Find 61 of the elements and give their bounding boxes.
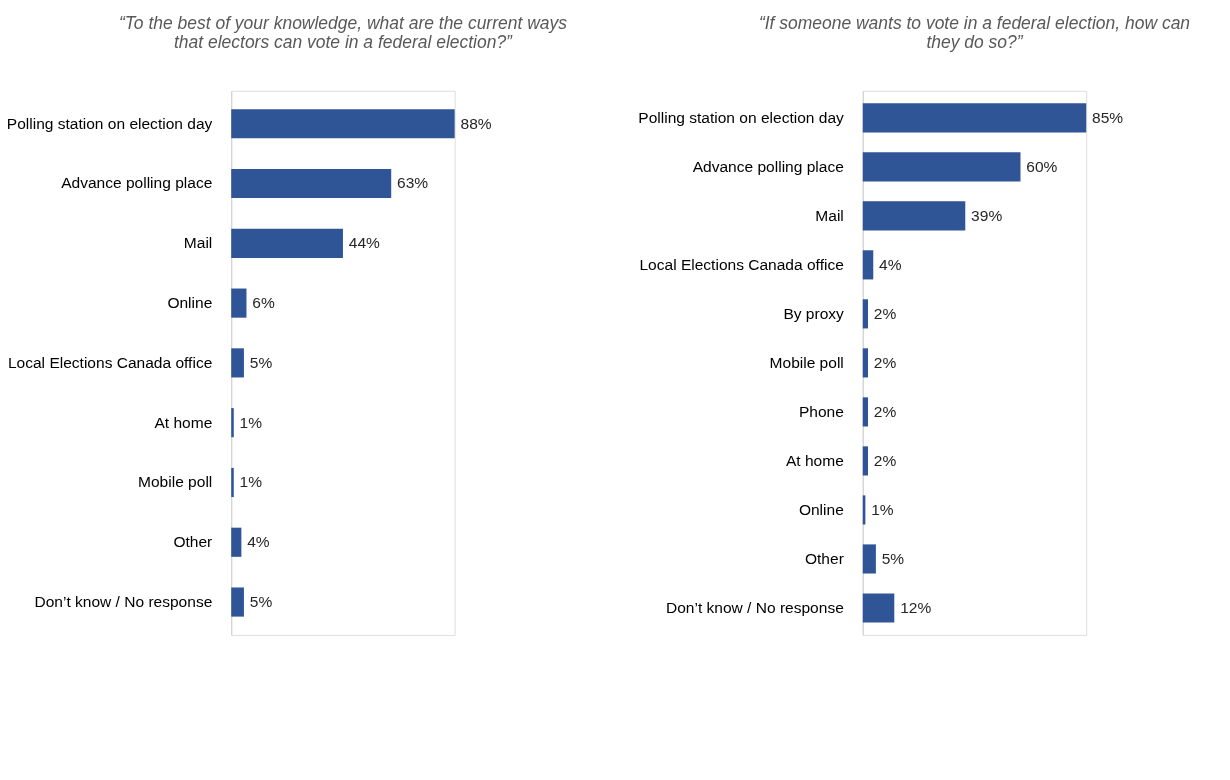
y-tick-label: Mail — [815, 206, 844, 224]
data-label: 63% — [397, 174, 429, 192]
data-label: 4% — [247, 533, 270, 551]
y-tick-label: Online — [798, 500, 844, 518]
data-label: 2% — [873, 451, 897, 469]
data-label: 1% — [239, 473, 263, 491]
y-tick-label: Other — [804, 549, 844, 567]
data-label: 88% — [460, 114, 492, 132]
data-label: 12% — [900, 598, 932, 616]
y-tick-label: Don’t know / No response — [665, 598, 844, 616]
bar — [862, 201, 966, 231]
data-label: 39% — [971, 206, 1003, 224]
bar — [231, 168, 392, 199]
bar — [862, 152, 1021, 182]
y-tick-label: Local Elections Canada office — [639, 255, 844, 273]
data-label: 5% — [249, 353, 273, 371]
y-tick-label: Mail — [183, 234, 213, 252]
bar — [231, 527, 242, 557]
y-tick-label: At home — [154, 413, 213, 431]
bar — [231, 467, 234, 498]
bar — [231, 587, 244, 617]
y-tick-label: Mobile poll — [138, 473, 213, 491]
bar — [862, 250, 874, 280]
bar — [231, 408, 234, 438]
bar — [862, 348, 869, 378]
y-tick-label: By proxy — [783, 304, 845, 322]
bar — [862, 299, 869, 329]
y-tick-label: Mobile poll — [769, 353, 844, 371]
data-label: 44% — [348, 234, 381, 252]
data-label: 4% — [879, 255, 902, 273]
bar — [231, 109, 455, 139]
y-tick-label: At home — [785, 451, 844, 469]
bar — [862, 103, 1087, 133]
data-label: 85% — [1092, 108, 1124, 126]
bar — [231, 348, 244, 378]
bar — [862, 397, 869, 427]
chart-title: “To the best of your knowledge, what are the current ways that electors can vote in a federal election?” — [118, 12, 568, 53]
data-label: 5% — [881, 549, 905, 567]
y-tick-label: Online — [167, 293, 213, 311]
bar — [862, 446, 869, 476]
chart-title: “If someone wants to vote in a federal election, how can they do so?” — [758, 12, 1191, 53]
y-tick-label: Other — [173, 533, 213, 551]
y-tick-label: Polling station on election day — [6, 114, 213, 132]
data-label: 2% — [873, 304, 897, 322]
bar — [231, 228, 343, 258]
y-tick-label: Polling station on election day — [638, 108, 845, 126]
data-label: 60% — [1026, 157, 1058, 175]
y-tick-label: Advance polling place — [61, 174, 213, 192]
y-tick-label: Advance polling place — [692, 157, 844, 175]
bar — [862, 544, 876, 574]
y-tick-label: Phone — [798, 402, 844, 420]
data-label: 1% — [239, 413, 263, 431]
data-label: 1% — [871, 500, 894, 518]
data-label: 5% — [249, 592, 273, 610]
data-label: 6% — [252, 293, 275, 311]
bar — [231, 288, 247, 318]
data-label: 2% — [873, 402, 897, 420]
y-tick-label: Local Elections Canada office — [7, 353, 213, 371]
y-tick-label: Don’t know / No response — [34, 592, 213, 610]
data-label: 2% — [873, 353, 897, 371]
bar — [862, 593, 895, 623]
